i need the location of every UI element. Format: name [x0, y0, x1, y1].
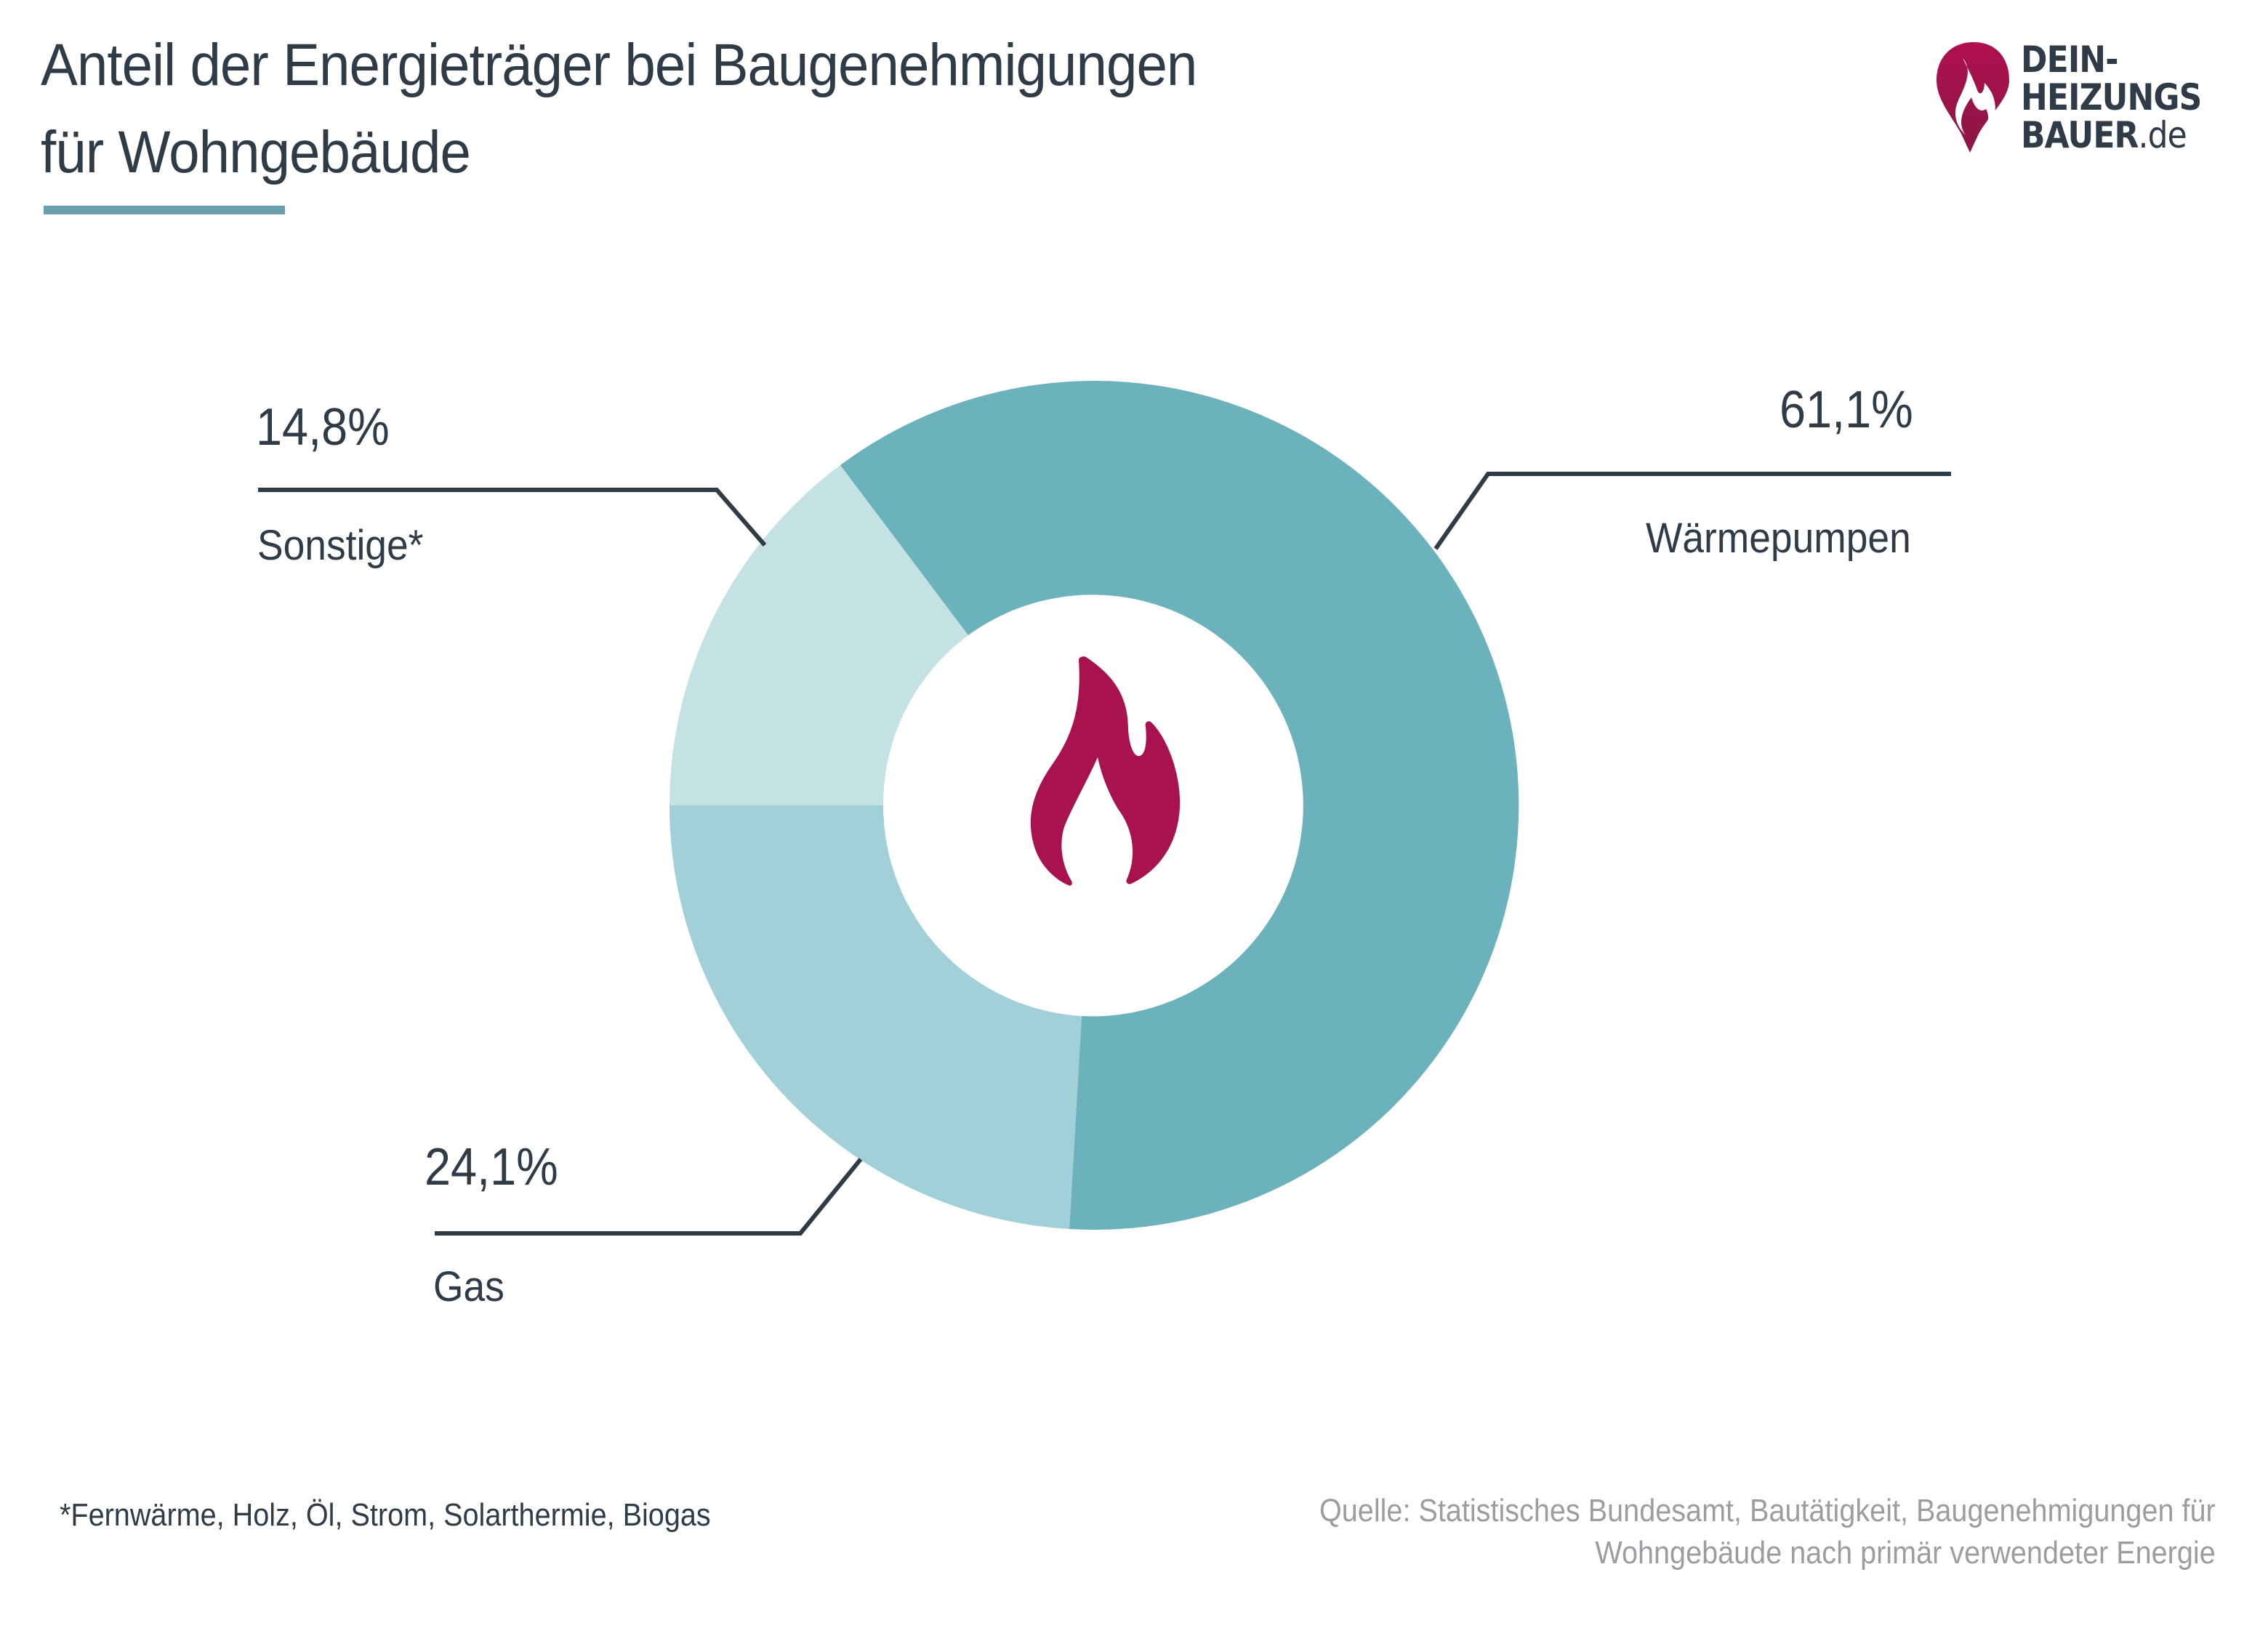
logo-wordmark: DEIN- HEIZUNGS BAUER.de	[2021, 39, 2202, 156]
leader-line-waermepumpen	[1433, 472, 1951, 550]
title-underline	[44, 206, 285, 214]
leader-line-sonstige	[258, 488, 767, 547]
flame-icon	[1030, 656, 1181, 886]
source-note: Quelle: Statistisches Bundesamt, Bautäti…	[1319, 1490, 2216, 1574]
source-line-2: Wohngebäude nach primär verwendeter Ener…	[1595, 1535, 2216, 1571]
segment-waermepumpen[interactable]	[840, 381, 1519, 1230]
value-label-sonstige: 14,8%	[256, 398, 390, 456]
value-label-gas: 24,1%	[425, 1138, 558, 1196]
page-title: Anteil der Energieträger bei Baugenehmig…	[41, 22, 1197, 196]
footnote: *Fernwärme, Holz, Öl, Strom, Solarthermi…	[60, 1497, 711, 1533]
segment-gas[interactable]	[669, 805, 1082, 1229]
title-line-1: Anteil der Energieträger bei Baugenehmig…	[41, 32, 1197, 98]
category-label-sonstige: Sonstige*	[257, 522, 424, 569]
brand-logo: DEIN- HEIZUNGS BAUER.de	[1934, 36, 2239, 160]
flame-pin-icon	[1937, 42, 2009, 153]
category-label-gas: Gas	[433, 1263, 504, 1310]
source-line-1: Quelle: Statistisches Bundesamt, Bautäti…	[1319, 1493, 2216, 1528]
segment-sonstige[interactable]	[669, 465, 968, 805]
category-label-waermepumpen: Wärmepumpen	[1646, 515, 1911, 562]
value-label-waermepumpen: 61,1%	[1780, 381, 1913, 439]
title-line-2: für Wohngebäude	[41, 119, 471, 185]
leader-line-gas	[435, 1158, 863, 1236]
